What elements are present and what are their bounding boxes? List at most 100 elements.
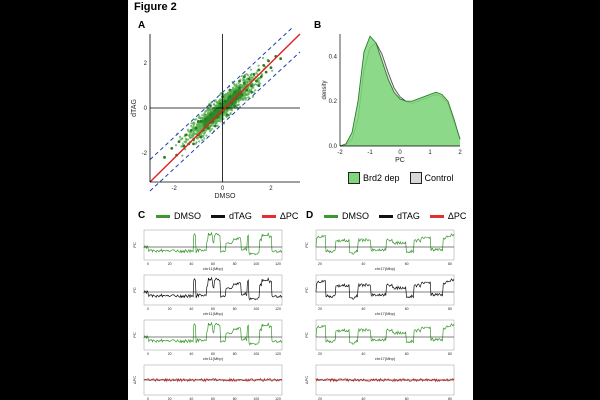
- scatter-point: [251, 95, 255, 98]
- scatter-point: [240, 74, 243, 78]
- scatter-point: [213, 100, 217, 103]
- scatter-point: [232, 87, 235, 90]
- legend-c: DMSO dTAG ΔPC: [156, 211, 308, 221]
- track-y-label: ΔPC: [132, 376, 137, 384]
- scatter-point: [219, 120, 223, 123]
- scatter-point: [236, 87, 239, 90]
- data-point: [255, 79, 258, 83]
- track-y-label: PC: [304, 332, 309, 338]
- scatter-point: [209, 117, 212, 121]
- data-point: [194, 126, 198, 130]
- track-line: [143, 276, 283, 301]
- scatter-point: [257, 64, 260, 67]
- brd2-swatch: [348, 172, 360, 184]
- data-point: [204, 117, 208, 121]
- data-point: [228, 88, 232, 92]
- y-tick-label: 0.0: [329, 144, 338, 150]
- x-tick-label: -1: [367, 150, 373, 156]
- scatter-point: [203, 131, 207, 134]
- track-x-tick: 20: [168, 262, 172, 266]
- track-x-tick: 0: [147, 352, 149, 356]
- track-x-tick: 0: [147, 262, 149, 266]
- track-x-label: chr11(Mbp): [203, 266, 224, 271]
- track-x-tick: 80: [233, 397, 237, 400]
- data-point: [199, 120, 203, 123]
- scatter-point: [257, 80, 261, 83]
- legend-label-control: Control: [424, 173, 454, 183]
- scatter-point: [225, 110, 228, 113]
- scatter-point: [183, 140, 186, 143]
- x-tick-label: 2: [458, 150, 462, 156]
- scatter-point: [178, 135, 182, 138]
- legend-label-delta-pc: ΔPC: [279, 211, 299, 221]
- scatter-point: [227, 91, 230, 94]
- scatter-point: [189, 137, 192, 140]
- track-y-label: PC: [132, 287, 137, 293]
- scatter-point: [202, 117, 205, 120]
- scatter-point: [207, 118, 210, 121]
- scatter-point: [192, 123, 195, 126]
- track-frame: [143, 319, 283, 351]
- y-axis-label: density: [322, 80, 328, 99]
- data-point: [196, 120, 200, 123]
- track-x-tick: 100: [253, 397, 259, 400]
- track-x-tick: 40: [189, 262, 193, 266]
- scatter-point: [207, 112, 210, 115]
- scatter-point: [204, 109, 207, 113]
- scatter-point: [231, 95, 235, 99]
- density-plot-b: -2 -1 0 1 2 0.0 0.2 0.4 PC density: [322, 34, 462, 164]
- track-plots-c: PC 0 20 40 60 80 100 120 chr11(Mbp) PC 0 20 40 60 80 10…: [132, 229, 283, 400]
- scatter-point: [216, 104, 219, 107]
- x-tick-label: 0: [398, 150, 402, 156]
- scatter-point: [238, 95, 241, 98]
- legend-label-dmso: DMSO: [342, 211, 369, 221]
- data-point: [242, 81, 246, 85]
- scatter-point: [216, 101, 219, 104]
- data-point: [189, 129, 193, 132]
- track-x-tick: 100: [253, 352, 259, 356]
- scatter-point: [254, 89, 257, 92]
- data-point: [247, 77, 251, 81]
- track-x-tick: 20: [318, 307, 322, 311]
- scatter-point: [246, 80, 249, 83]
- scatter-point: [190, 131, 193, 134]
- track-line: [143, 231, 283, 256]
- track-x-tick: 20: [318, 397, 322, 400]
- track-x-tick: 40: [189, 307, 193, 311]
- scatter-point: [223, 112, 226, 115]
- data-point: [250, 90, 254, 94]
- scatter-point: [251, 77, 254, 80]
- track-plots-d: PC 20 40 60 80 chr17(Mbp) PC 20 40 60 80 chr17(Mbp)…: [304, 229, 455, 400]
- data-point: [235, 97, 239, 101]
- scatter-point: [271, 69, 274, 72]
- track-x-tick: 40: [189, 352, 193, 356]
- track-x-tick: 40: [361, 262, 365, 266]
- track-x-tick: 120: [275, 352, 281, 356]
- panel-label-a: A: [138, 20, 146, 31]
- scatter-point: [258, 82, 262, 85]
- scatter-point: [185, 138, 188, 141]
- data-point: [209, 104, 212, 108]
- track-y-label: PC: [132, 242, 137, 248]
- scatter-point: [210, 109, 213, 113]
- scatter-point: [208, 108, 211, 111]
- x-axis-label: PC: [395, 157, 405, 164]
- data-point: [240, 93, 244, 96]
- scatter-point: [201, 114, 204, 117]
- scatter-point: [241, 85, 244, 88]
- scatter-point: [239, 83, 242, 86]
- legend-label-brd2: Brd2 dep: [363, 173, 400, 183]
- scatter-point: [230, 88, 234, 92]
- x-tick-label: 1: [428, 150, 432, 156]
- scatter-point: [188, 133, 191, 136]
- track-x-tick: 80: [448, 352, 452, 356]
- data-point: [182, 144, 186, 148]
- scatter-point: [190, 122, 193, 125]
- data-point: [213, 108, 217, 112]
- scatter-point: [218, 119, 221, 123]
- scatter-point: [229, 112, 232, 116]
- track-x-tick: 60: [211, 397, 215, 400]
- data-point: [233, 90, 237, 94]
- scatter-point: [243, 84, 246, 87]
- scatter-point: [260, 72, 263, 76]
